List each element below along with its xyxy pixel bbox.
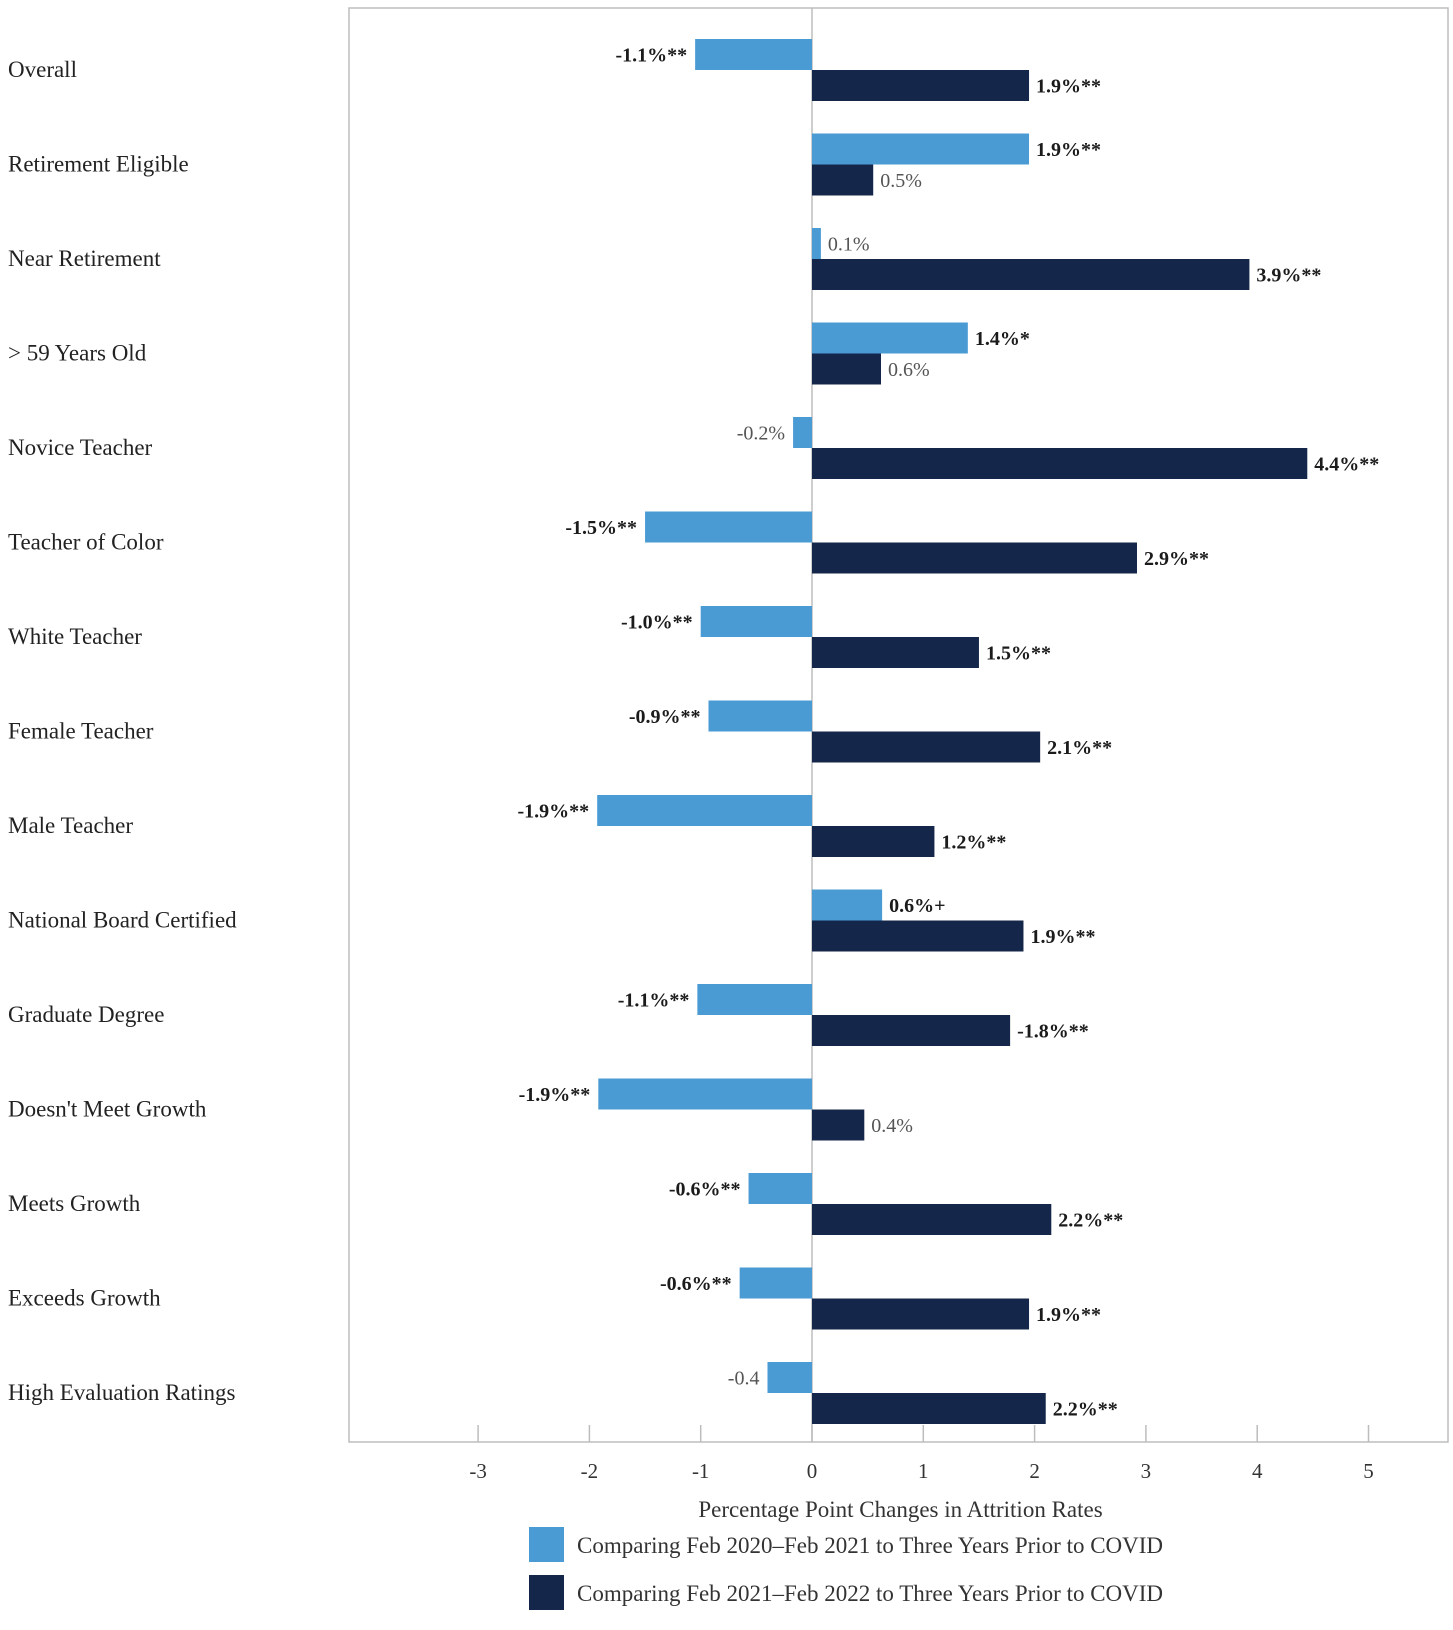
category-label: Meets Growth: [8, 1191, 141, 1216]
data-label: -1.9%**: [518, 801, 590, 823]
data-label: -1.5%**: [565, 517, 637, 539]
category-label: National Board Certified: [8, 908, 237, 933]
bar-feb2020-feb2021: [597, 795, 812, 826]
bar-feb2020-feb2021: [793, 417, 812, 448]
bar-feb2020-feb2021: [767, 1362, 812, 1393]
data-label: -0.9%**: [629, 706, 701, 728]
legend-label: Comparing Feb 2021–Feb 2022 to Three Yea…: [577, 1581, 1163, 1606]
bar-feb2020-feb2021: [645, 511, 812, 543]
bar-feb2021-feb2022: [812, 731, 1041, 763]
bar-feb2021-feb2022: [812, 1109, 865, 1141]
bar-feb2021-feb2022: [812, 637, 979, 668]
bar-feb2021-feb2022: [812, 70, 1030, 101]
data-label: -0.2%: [737, 423, 785, 445]
legend-label: Comparing Feb 2020–Feb 2021 to Three Yea…: [577, 1533, 1163, 1558]
data-label: 0.5%: [880, 170, 922, 192]
category-label: Near Retirement: [8, 246, 161, 271]
data-label: 3.9%**: [1256, 265, 1321, 287]
bar-feb2021-feb2022: [812, 448, 1308, 479]
data-label: -0.6%**: [669, 1179, 741, 1201]
category-label: Female Teacher: [8, 719, 154, 744]
x-tick-label: 3: [1141, 1459, 1152, 1483]
data-label: 2.2%**: [1058, 1210, 1123, 1232]
x-tick-label: 2: [1029, 1459, 1040, 1483]
data-label: 1.9%**: [1036, 1304, 1101, 1326]
data-label: 0.4%: [871, 1115, 913, 1137]
bar-feb2021-feb2022: [812, 164, 874, 196]
category-label: Teacher of Color: [8, 530, 164, 555]
x-tick-label: -3: [469, 1459, 487, 1483]
category-label: High Evaluation Ratings: [8, 1380, 235, 1405]
data-label: 1.9%**: [1036, 76, 1101, 98]
bar-feb2020-feb2021: [812, 228, 821, 259]
data-label: 1.2%**: [941, 832, 1006, 854]
category-label: White Teacher: [8, 624, 142, 649]
x-tick-label: 0: [807, 1459, 818, 1483]
data-label: 1.4%*: [975, 328, 1030, 350]
bar-feb2020-feb2021: [708, 700, 812, 732]
x-tick-label: 1: [918, 1459, 929, 1483]
category-label: Overall: [8, 57, 77, 82]
bar-feb2020-feb2021: [739, 1267, 812, 1299]
plot-frame: [348, 7, 1449, 1443]
bar-feb2021-feb2022: [812, 353, 882, 385]
category-label: Graduate Degree: [8, 1002, 164, 1027]
data-label: -1.8%**: [1017, 1021, 1089, 1043]
bar-feb2021-feb2022: [812, 542, 1137, 574]
bar-feb2020-feb2021: [812, 322, 968, 354]
data-label: -0.6%**: [660, 1273, 732, 1295]
bar-feb2020-feb2021: [700, 606, 812, 637]
bar-feb2021-feb2022: [812, 826, 935, 857]
category-label: Male Teacher: [8, 813, 133, 838]
data-label: -1.9%**: [519, 1084, 591, 1106]
data-label: 1.9%**: [1036, 139, 1101, 161]
x-axis-title: Percentage Point Changes in Attrition Ra…: [698, 1497, 1102, 1522]
category-label: Doesn't Meet Growth: [8, 1097, 207, 1122]
data-label: 1.9%**: [1030, 926, 1095, 948]
bar-feb2021-feb2022: [812, 1393, 1046, 1424]
data-label: -1.1%**: [615, 45, 687, 67]
data-label: 2.9%**: [1144, 548, 1209, 570]
data-label: 1.5%**: [986, 643, 1051, 665]
data-label: 0.1%: [828, 234, 870, 256]
legend-swatch: [529, 1527, 564, 1562]
data-label: 2.2%**: [1053, 1399, 1118, 1421]
data-label: -1.0%**: [621, 612, 693, 634]
bar-feb2021-feb2022: [812, 259, 1250, 290]
bar-feb2020-feb2021: [598, 1078, 812, 1110]
x-tick-label: 5: [1363, 1459, 1374, 1483]
x-tick-label: 4: [1252, 1459, 1263, 1483]
data-label: -0.4: [728, 1368, 760, 1390]
bar-feb2020-feb2021: [748, 1173, 812, 1204]
x-tick-label: -2: [581, 1459, 599, 1483]
bar-feb2020-feb2021: [695, 39, 812, 70]
bar-feb2021-feb2022: [812, 1015, 1011, 1046]
bar-feb2020-feb2021: [812, 133, 1030, 165]
category-label: Retirement Eligible: [8, 152, 189, 177]
x-tick-label: -1: [692, 1459, 710, 1483]
data-label: -1.1%**: [618, 990, 690, 1012]
category-label: Novice Teacher: [8, 435, 153, 460]
bar-feb2021-feb2022: [812, 1204, 1052, 1235]
legend-swatch: [529, 1575, 564, 1610]
data-label: 0.6%+: [889, 895, 945, 917]
data-label: 0.6%: [888, 359, 930, 381]
bar-feb2020-feb2021: [812, 889, 883, 921]
data-label: 4.4%**: [1314, 454, 1379, 476]
bar-feb2021-feb2022: [812, 920, 1024, 952]
bar-feb2020-feb2021: [697, 984, 812, 1015]
bar-feb2021-feb2022: [812, 1298, 1030, 1330]
data-label: 2.1%**: [1047, 737, 1112, 759]
category-label: > 59 Years Old: [8, 341, 147, 366]
category-label: Exceeds Growth: [8, 1286, 161, 1311]
